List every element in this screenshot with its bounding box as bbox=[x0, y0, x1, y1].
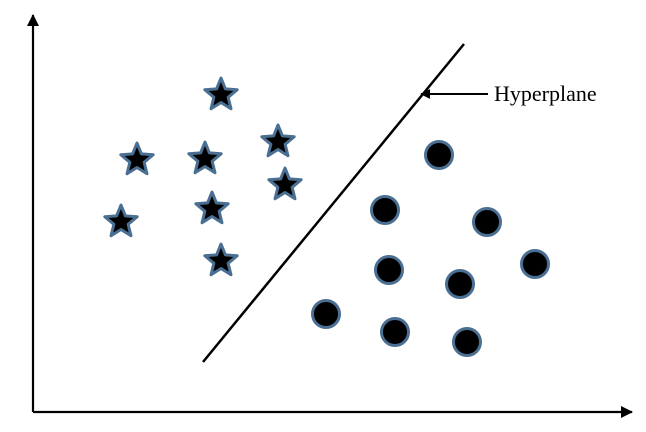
circle-icon bbox=[520, 249, 550, 279]
star-icon bbox=[119, 141, 155, 176]
circle-icon bbox=[370, 195, 400, 225]
star-icon bbox=[203, 76, 239, 111]
star-class-points bbox=[103, 76, 303, 277]
circle-icon bbox=[374, 255, 404, 285]
star-icon bbox=[260, 123, 296, 158]
circle-icon bbox=[472, 207, 502, 237]
star-icon bbox=[187, 140, 223, 175]
circle-icon bbox=[445, 269, 475, 299]
star-icon bbox=[267, 166, 303, 201]
circle-icon bbox=[311, 299, 341, 329]
circle-icon bbox=[452, 327, 482, 357]
star-icon bbox=[203, 242, 239, 277]
circle-class-points bbox=[311, 140, 550, 357]
circle-icon bbox=[424, 140, 454, 170]
circle-icon bbox=[380, 317, 410, 347]
star-icon bbox=[103, 203, 139, 238]
star-icon bbox=[194, 190, 230, 225]
hyperplane-label: Hyperplane bbox=[494, 81, 597, 106]
